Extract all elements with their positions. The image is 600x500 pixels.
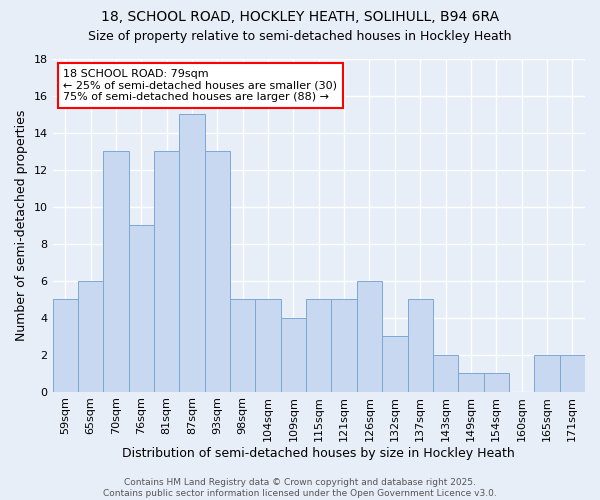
Bar [78,280,103,392]
Bar [484,373,509,392]
Text: 18, SCHOOL ROAD, HOCKLEY HEATH, SOLIHULL, B94 6RA: 18, SCHOOL ROAD, HOCKLEY HEATH, SOLIHULL… [101,10,499,24]
Text: Size of property relative to semi-detached houses in Hockley Heath: Size of property relative to semi-detach… [88,30,512,43]
X-axis label: Distribution of semi-detached houses by size in Hockley Heath: Distribution of semi-detached houses by … [122,447,515,460]
Text: 18 SCHOOL ROAD: 79sqm
← 25% of semi-detached houses are smaller (30)
75% of semi: 18 SCHOOL ROAD: 79sqm ← 25% of semi-deta… [63,69,337,102]
Text: Contains HM Land Registry data © Crown copyright and database right 2025.
Contai: Contains HM Land Registry data © Crown c… [103,478,497,498]
Bar [205,152,230,392]
Bar [230,299,256,392]
Bar [357,280,382,392]
Bar [306,299,331,392]
Bar [331,299,357,392]
Bar [382,336,407,392]
Bar [53,299,78,392]
Bar [179,114,205,392]
Bar [534,354,560,392]
Bar [433,354,458,392]
Bar [154,152,179,392]
Bar [256,299,281,392]
Bar [407,299,433,392]
Bar [103,152,128,392]
Y-axis label: Number of semi-detached properties: Number of semi-detached properties [15,110,28,341]
Bar [458,373,484,392]
Bar [560,354,585,392]
Bar [281,318,306,392]
Bar [128,226,154,392]
